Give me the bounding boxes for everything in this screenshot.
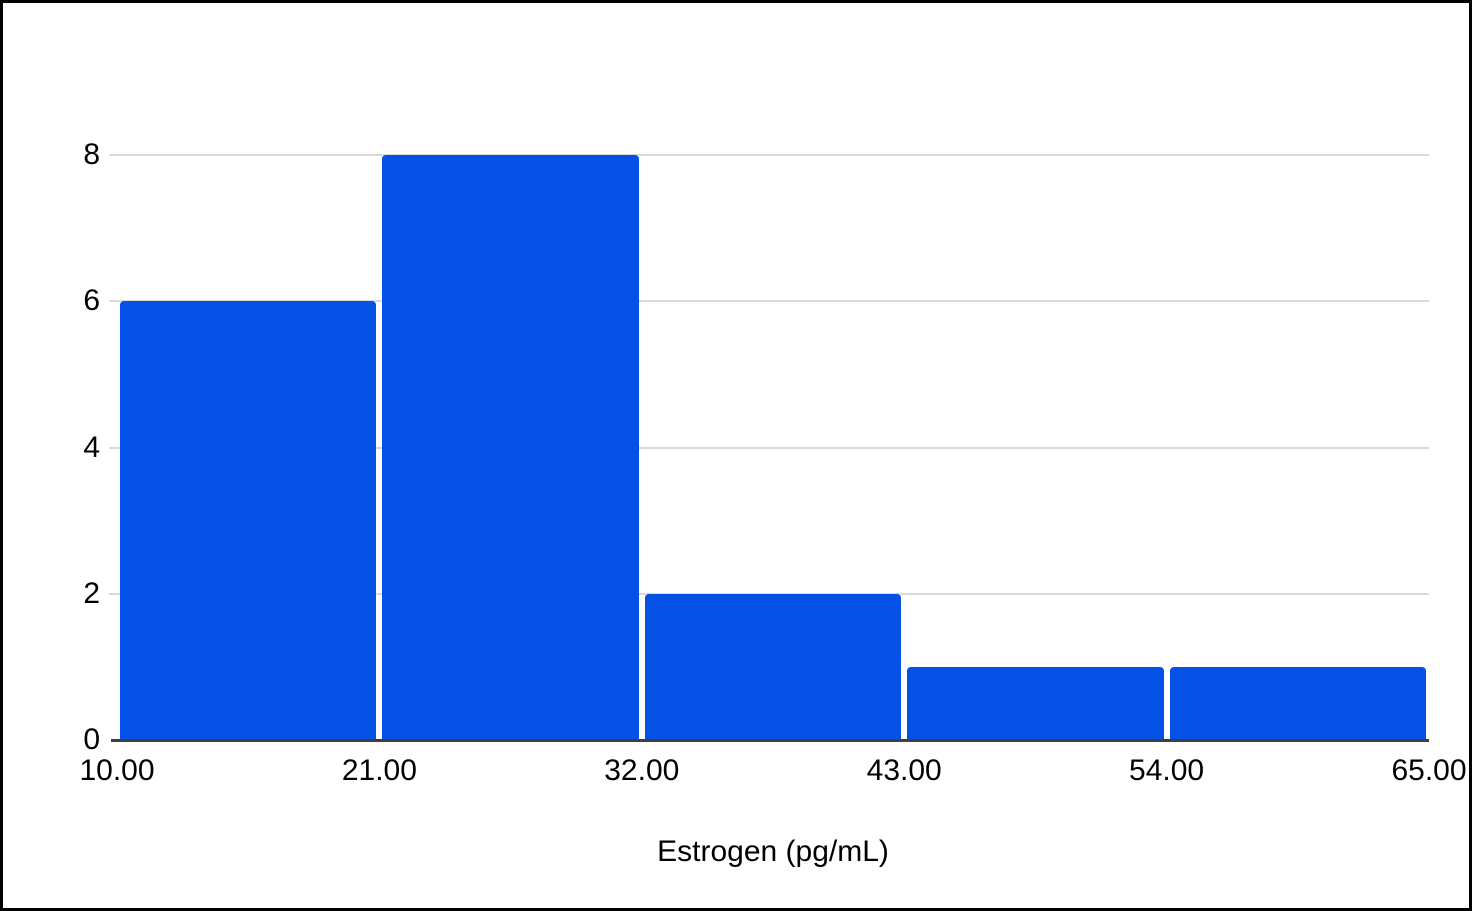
plot-area: Estrogen (pg/mL) 0 2 4 6 8 10.00 21.00 32.00 43.… [3,3,1469,908]
x-axis-tick-label: 65.00 [1391,754,1467,787]
y-axis-tick-label: 8 [83,138,100,171]
histogram-bar [1169,666,1426,740]
y-gridline [109,446,1429,449]
y-axis-tick-label: 0 [83,723,100,756]
x-axis-tick-label: 54.00 [1129,754,1205,787]
x-axis-tick-label: 32.00 [604,754,680,787]
histogram-bar [382,155,639,740]
x-axis-title: Estrogen (pg/mL) [657,835,889,868]
x-axis-tick-label: 43.00 [866,754,942,787]
y-gridline [109,154,1429,156]
histogram-bar [644,593,902,740]
x-axis-tick-label: 21.00 [341,754,417,787]
y-axis-tick-label: 6 [83,284,100,318]
y-axis-tick-label: 4 [83,430,100,464]
x-axis-tick-label: 10.00 [79,754,155,787]
y-gridline [109,300,1429,303]
histogram-bar [120,301,377,740]
x-axis-baseline [111,739,1429,742]
y-axis-tick-label: 2 [83,576,100,610]
histogram-bar [907,666,1164,740]
